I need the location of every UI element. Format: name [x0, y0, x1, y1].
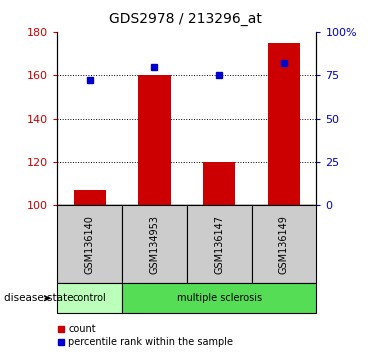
Bar [57, 205, 122, 283]
Bar [268, 43, 300, 205]
Text: GSM136149: GSM136149 [279, 215, 289, 274]
Text: GDS2978 / 213296_at: GDS2978 / 213296_at [108, 12, 262, 27]
Bar [187, 205, 252, 283]
Text: GSM136140: GSM136140 [85, 215, 95, 274]
Bar [203, 162, 235, 205]
Bar [57, 283, 122, 313]
Text: multiple sclerosis: multiple sclerosis [176, 293, 262, 303]
Text: GSM134953: GSM134953 [149, 215, 159, 274]
Text: GSM136147: GSM136147 [214, 215, 224, 274]
Bar [252, 205, 316, 283]
Bar [74, 190, 106, 205]
Bar [122, 283, 316, 313]
Bar [138, 75, 171, 205]
Text: disease state: disease state [4, 293, 73, 303]
Bar [122, 205, 187, 283]
Legend: count, percentile rank within the sample: count, percentile rank within the sample [57, 325, 233, 347]
Text: control: control [73, 293, 107, 303]
